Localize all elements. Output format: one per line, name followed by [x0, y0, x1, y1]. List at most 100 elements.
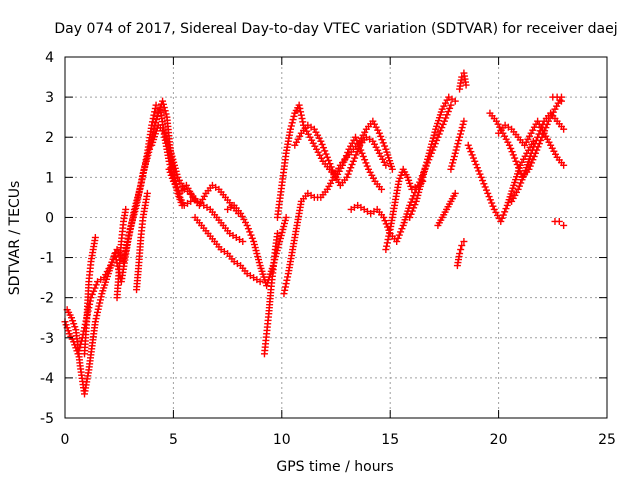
- data-point-trace: [298, 115, 306, 123]
- data-point-trace: [299, 118, 307, 126]
- data-point-trace: [438, 124, 446, 132]
- data-point-trace: [378, 136, 386, 144]
- data-point-trace: [151, 108, 159, 116]
- data-point-trace: [152, 116, 160, 124]
- data-point-trace: [458, 124, 466, 132]
- data-point: [440, 117, 448, 125]
- data-point-trace: [443, 111, 451, 119]
- data-point: [406, 201, 414, 209]
- data-point-trace: [442, 114, 450, 122]
- data-point: [560, 125, 568, 133]
- data-point: [406, 213, 414, 221]
- data-point: [358, 149, 366, 157]
- data-point: [378, 185, 386, 193]
- data-point: [464, 141, 472, 149]
- data-point-trace: [530, 143, 538, 151]
- data-point-trace: [482, 186, 490, 194]
- data-point-trace: [528, 146, 536, 154]
- data-point-trace: [94, 308, 102, 316]
- grid-lines: [65, 57, 607, 418]
- data-point-trace: [501, 208, 509, 216]
- data-point: [527, 149, 535, 157]
- data-point-trace: [160, 104, 168, 112]
- data-point-trace: [327, 163, 335, 171]
- data-point-trace: [149, 115, 157, 123]
- data-point: [512, 157, 520, 165]
- data-point-trace: [318, 140, 326, 148]
- data-point: [447, 101, 455, 109]
- data-point-trace: [394, 234, 402, 242]
- data-point: [456, 133, 464, 141]
- data-point-trace: [444, 108, 452, 116]
- data-point: [471, 157, 479, 165]
- y-axis-label: SDTVAR / TECUs: [7, 181, 23, 296]
- data-point-trace: [489, 202, 497, 210]
- x-tick-label: 20: [490, 432, 508, 448]
- data-point-trace: [517, 179, 525, 187]
- y-tick-label: 2: [45, 130, 54, 146]
- data-point: [382, 246, 390, 254]
- data-point: [555, 217, 563, 225]
- data-point-trace: [161, 107, 169, 115]
- data-point-trace: [351, 154, 359, 162]
- data-point-trace: [94, 305, 102, 313]
- data-point: [477, 173, 485, 181]
- chart-title: Day 074 of 2017, Sidereal Day-to-day VTE…: [54, 21, 617, 37]
- data-point: [460, 238, 468, 246]
- data-point-trace: [481, 183, 489, 191]
- data-point-trace: [435, 130, 443, 138]
- data-point-trace: [459, 120, 467, 128]
- data-point-trace: [436, 127, 444, 135]
- data-point: [317, 137, 325, 145]
- data-point-trace: [287, 122, 295, 130]
- data-point-trace: [91, 284, 99, 292]
- data-point-trace: [513, 160, 521, 168]
- data-point-trace: [325, 156, 333, 164]
- data-point-trace: [92, 315, 100, 323]
- data-point-trace: [398, 225, 406, 233]
- data-point-trace: [290, 112, 298, 120]
- data-point-trace: [289, 116, 297, 124]
- data-point: [295, 101, 303, 109]
- data-point-trace: [485, 193, 493, 201]
- data-point: [273, 229, 281, 237]
- data-point-trace: [439, 120, 447, 128]
- data-point: [380, 213, 388, 221]
- data-point-trace: [284, 273, 292, 281]
- data-point-trace: [150, 111, 158, 119]
- data-point-trace: [355, 144, 363, 152]
- y-tick-label: -4: [40, 371, 54, 387]
- data-point-trace: [507, 144, 515, 152]
- data-point-trace: [347, 164, 355, 172]
- data-point-trace: [456, 130, 464, 138]
- data-point-trace: [488, 199, 496, 207]
- data-point-trace: [411, 201, 419, 209]
- data-point: [343, 173, 351, 181]
- data-point-trace: [453, 143, 461, 151]
- x-tick-label: 25: [598, 432, 616, 448]
- data-point-trace: [446, 104, 454, 112]
- data-point: [239, 238, 247, 246]
- data-point: [165, 157, 173, 165]
- data-point: [462, 81, 470, 89]
- data-point: [514, 185, 522, 193]
- y-tick-label: -5: [40, 411, 54, 427]
- data-point-trace: [96, 299, 104, 307]
- data-point-trace: [159, 100, 167, 108]
- data-point-trace: [297, 108, 305, 116]
- data-point-trace: [473, 164, 481, 172]
- data-point-trace: [468, 151, 476, 159]
- data-point-trace: [361, 156, 369, 164]
- data-point-trace: [395, 231, 403, 239]
- y-tick-label: 0: [45, 210, 54, 226]
- data-point-trace: [385, 229, 393, 237]
- data-point: [122, 205, 130, 213]
- y-tick-label: -2: [40, 291, 54, 307]
- data-point-trace: [381, 217, 389, 225]
- data-point: [497, 217, 505, 225]
- data-point: [553, 93, 561, 101]
- data-point: [187, 197, 195, 205]
- data-point-trace: [532, 136, 540, 144]
- data-point-trace: [363, 162, 371, 170]
- data-point: [286, 125, 294, 133]
